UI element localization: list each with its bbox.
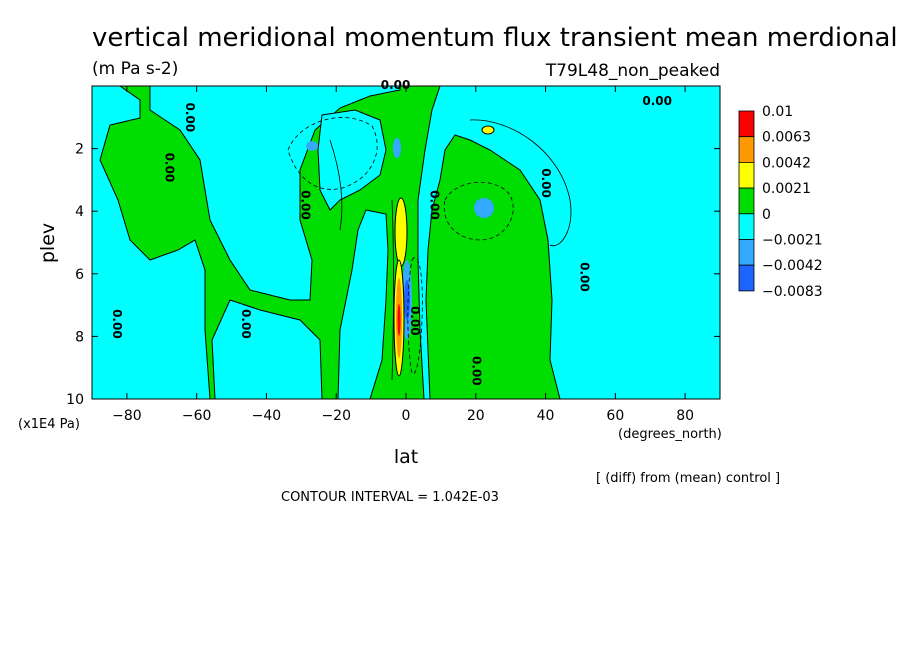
blob-pos-equator xyxy=(394,197,408,267)
colorbar-label: 0.01 xyxy=(762,104,793,120)
x-tick-label: −20 xyxy=(321,408,351,424)
x-tick-label: 60 xyxy=(606,408,624,424)
colorbar-swatch xyxy=(738,213,755,240)
x-units-label: (degrees_north) xyxy=(618,427,722,442)
blob-neg-core xyxy=(404,280,410,320)
contour-interval-note: CONTOUR INTERVAL = 1.042E-03 xyxy=(281,490,499,505)
y-tick-label: 10 xyxy=(66,392,84,408)
x-tick-label: −60 xyxy=(182,408,212,424)
colorbar-label: −0.0083 xyxy=(762,284,823,300)
plot-area xyxy=(92,86,720,399)
colorbar-swatch xyxy=(738,136,755,163)
contour-label: 0.00 xyxy=(427,190,441,220)
x-tick-label: 80 xyxy=(676,408,694,424)
chart-title: vertical meridional momentum flux transi… xyxy=(92,23,898,53)
contour-label: 0.00 xyxy=(381,78,411,92)
contour-solid-3 xyxy=(391,199,394,381)
run-label: T79L48_non_peaked xyxy=(545,61,720,81)
y-tick-label: 6 xyxy=(75,267,84,283)
colorbar-swatch xyxy=(738,187,755,215)
x-tick-label: −80 xyxy=(112,408,142,424)
contour-label: 0.00 xyxy=(298,190,312,220)
x-axis: −80 −60 −40 −20 0 20 40 60 80 xyxy=(112,86,694,424)
region-neg-equator-left xyxy=(337,209,389,399)
colorbar: 0.01 0.0063 0.0042 0.0021 0 −0.0021 −0.0042 −0.… xyxy=(738,104,823,300)
x-tick-label: −40 xyxy=(252,408,282,424)
region-neg-midlat-south xyxy=(149,86,401,301)
colorbar-label: −0.0021 xyxy=(762,233,823,249)
blob-pos-north-upper xyxy=(481,125,495,135)
diff-note: [ (diff) from (mean) control ] xyxy=(596,471,780,486)
y-axis-label: plev xyxy=(37,223,59,263)
colorbar-label: 0.0042 xyxy=(762,155,811,171)
contour-label: 0.00 xyxy=(183,102,197,132)
x-tick-label: 40 xyxy=(537,408,555,424)
region-neg-south-lower xyxy=(211,299,323,399)
blob-neg-northern xyxy=(474,198,494,218)
colorbar-swatch xyxy=(738,110,755,138)
contour-dashed-south xyxy=(287,117,378,190)
x-tick-label: 0 xyxy=(402,408,411,424)
contour-label: 0.00 xyxy=(469,356,483,386)
y-tick-label: 4 xyxy=(75,204,84,220)
colorbar-label: 0.0021 xyxy=(762,181,811,197)
x-tick-label: 20 xyxy=(467,408,485,424)
y-axis: 2 4 6 8 10 xyxy=(66,142,720,408)
contour-label: 0.00 xyxy=(642,94,672,108)
colorbar-swatch xyxy=(738,264,755,292)
region-neg-inner-south xyxy=(317,109,387,211)
contour-solid-1 xyxy=(469,119,572,247)
contour-label: 0.00 xyxy=(239,309,253,339)
contour-dashed-equator xyxy=(407,257,423,375)
blob-pos-red xyxy=(397,304,401,336)
units-label: (m Pa s-2) xyxy=(92,59,178,79)
blob-neg-southern xyxy=(306,141,318,151)
colorbar-label: −0.0042 xyxy=(762,258,823,274)
contour-label: 0.00 xyxy=(539,168,553,198)
x-axis-label: lat xyxy=(394,446,418,468)
blob-neg-upper xyxy=(393,138,401,158)
colorbar-label: 0.0063 xyxy=(762,130,811,146)
contour-labels: 0.00 0.00 0.00 0.00 0.00 0.00 0.00 0.00 0.00 0.00… xyxy=(110,78,672,386)
region-neg-northern xyxy=(417,86,720,399)
colorbar-swatch xyxy=(738,161,755,189)
y-units-label: (x1E4 Pa) xyxy=(18,417,80,432)
y-tick-label: 2 xyxy=(75,142,84,158)
contour-label: 0.00 xyxy=(110,309,124,339)
colorbar-swatch xyxy=(738,239,755,266)
y-tick-label: 8 xyxy=(75,329,84,345)
contour-label: 0.00 xyxy=(162,153,176,183)
contour-solid-2 xyxy=(329,139,343,231)
contour-label: 0.00 xyxy=(408,306,422,336)
colorbar-label: 0 xyxy=(762,207,771,223)
contour-label: 0.00 xyxy=(577,262,591,292)
region-neg-polar-south xyxy=(92,86,211,399)
